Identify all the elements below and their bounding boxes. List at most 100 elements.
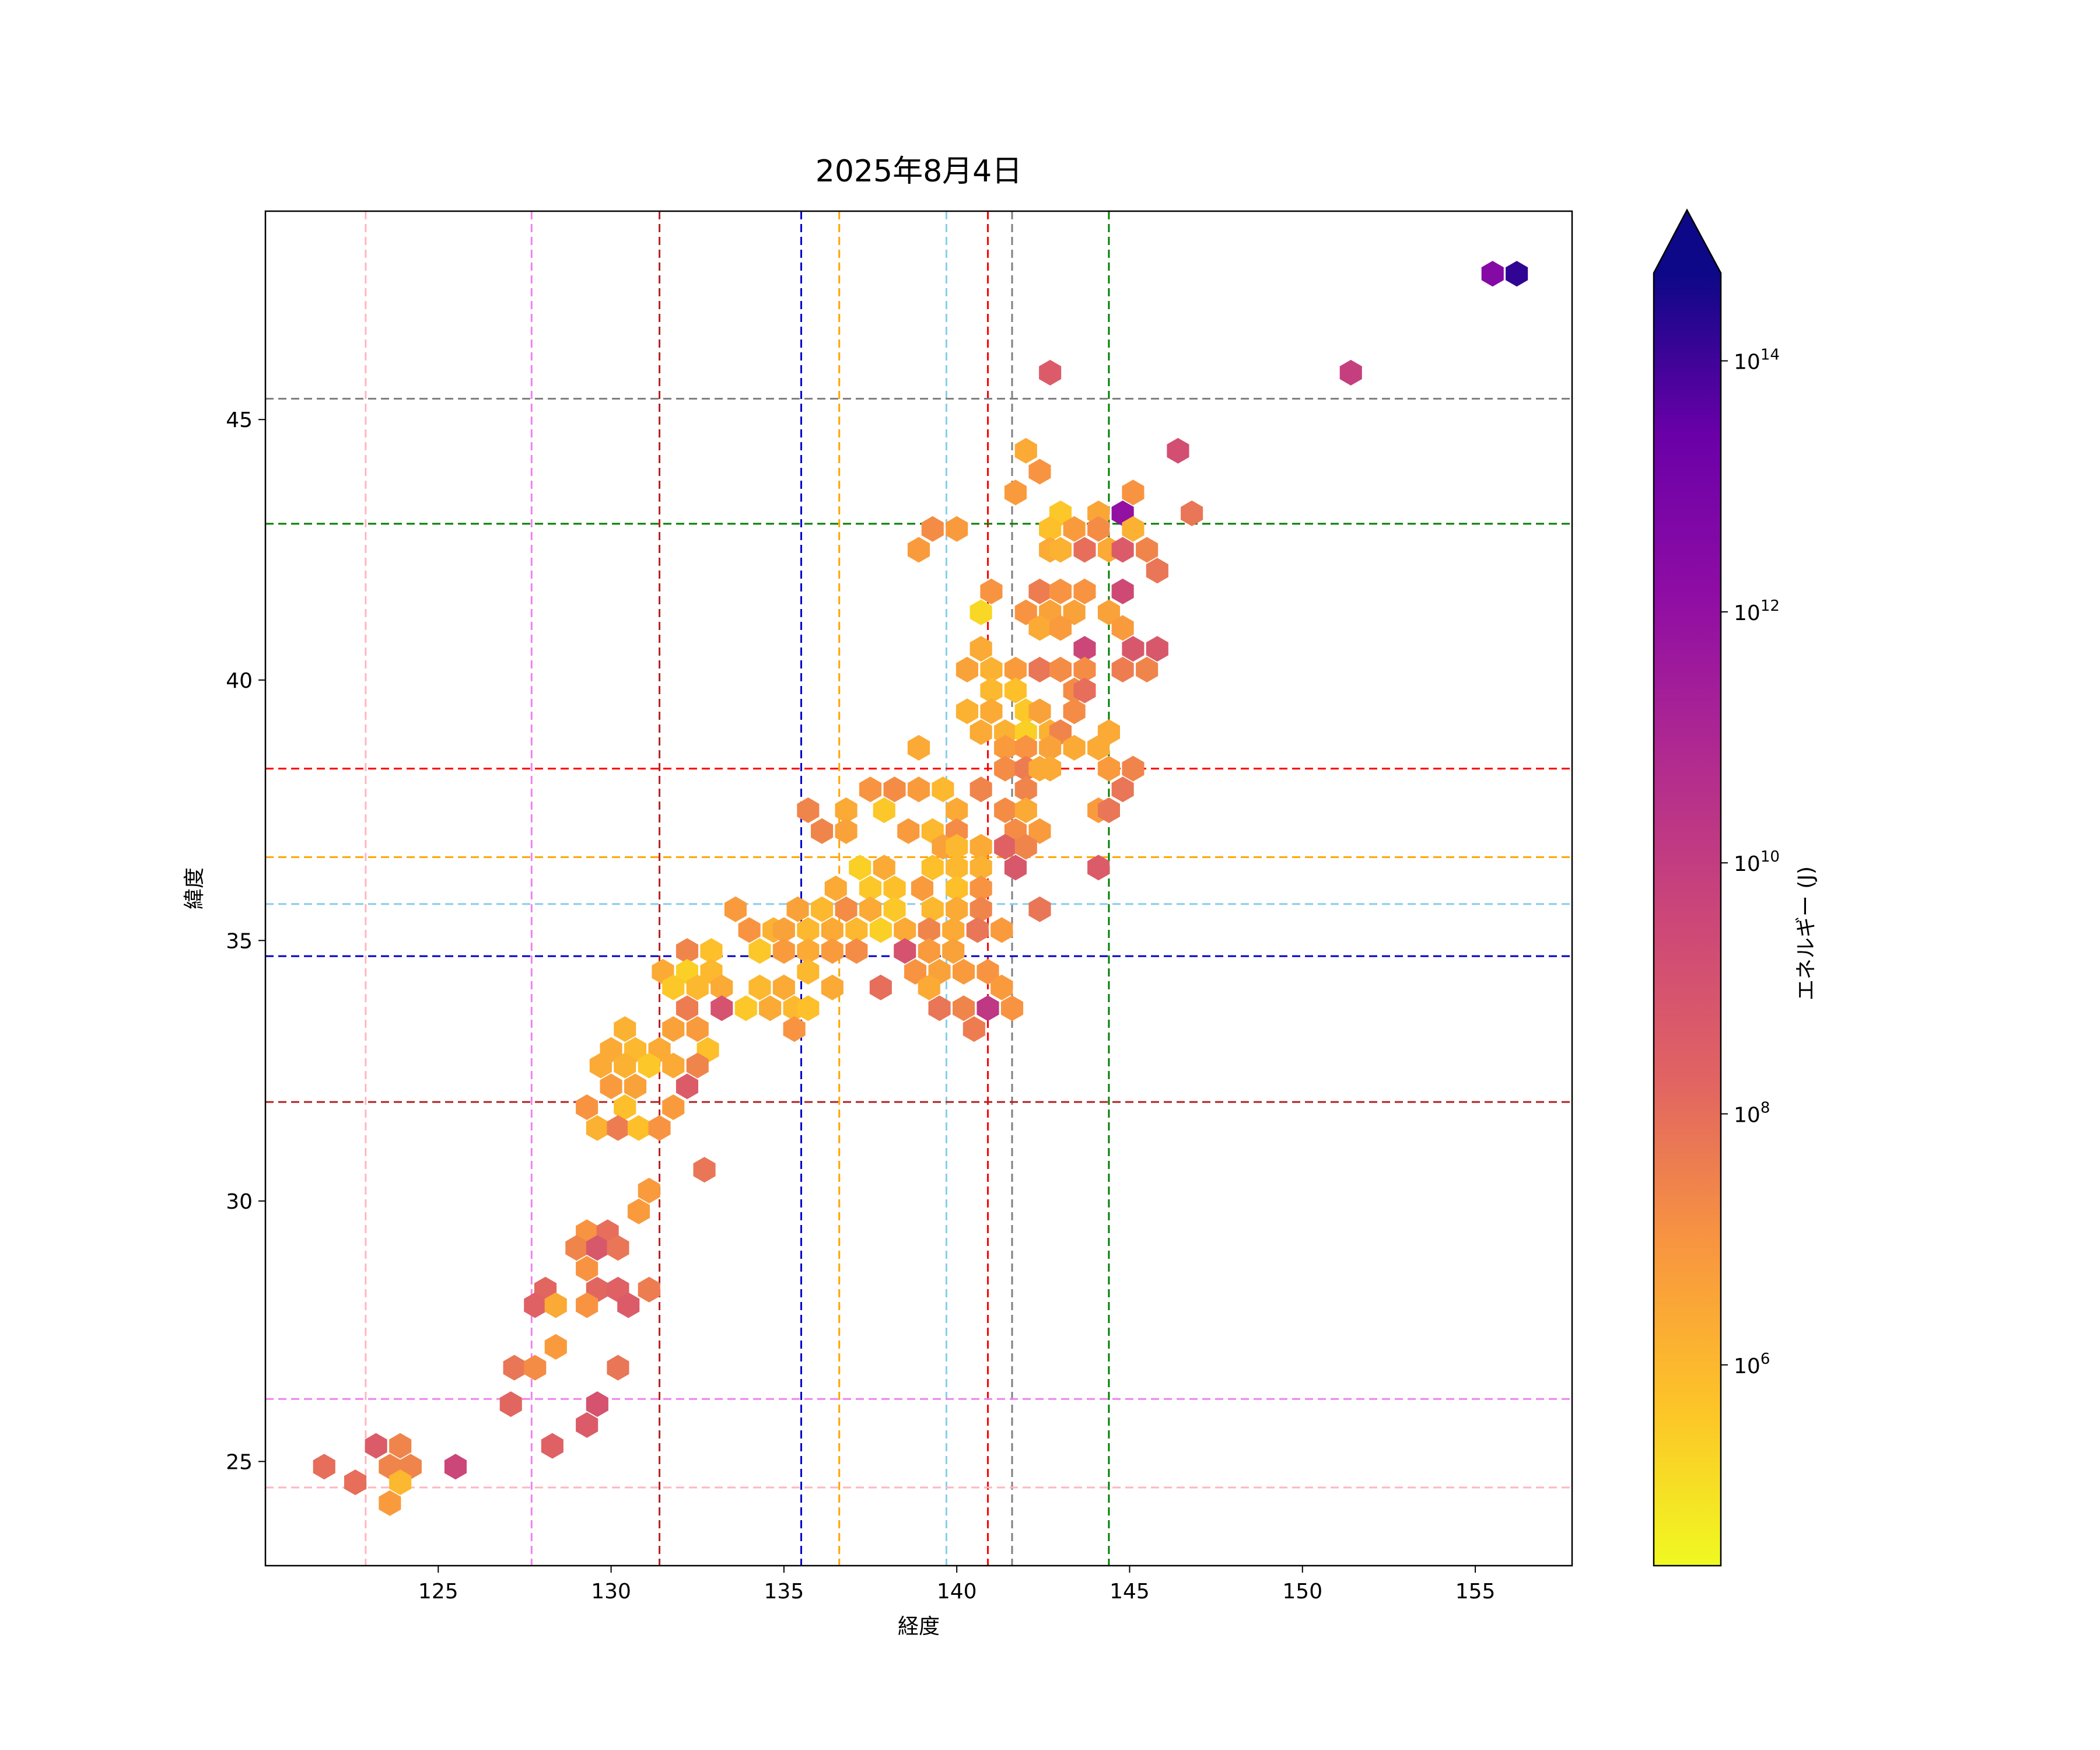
hex-cell <box>1004 677 1027 704</box>
hex-cell <box>1111 615 1134 641</box>
hex-cell <box>499 1391 522 1418</box>
hex-cell <box>524 1354 547 1381</box>
hex-cell <box>859 776 882 803</box>
hex-cell <box>1097 797 1120 823</box>
hex-cell <box>1004 656 1027 682</box>
hex-cell <box>1028 698 1051 724</box>
hex-cell <box>544 1334 567 1360</box>
hex-cell <box>1181 501 1203 526</box>
hex-cell <box>797 938 820 964</box>
hex-cell <box>797 995 820 1021</box>
hex-cell <box>662 974 685 1000</box>
hex-cell <box>894 938 916 964</box>
hex-cell <box>1339 359 1362 386</box>
hex-cell <box>738 917 761 943</box>
colorbar-tick-label: 1014 <box>1734 346 1780 374</box>
hex-cell <box>897 818 920 844</box>
hex-cell <box>932 776 954 803</box>
hex-cell <box>710 995 733 1021</box>
hex-cell <box>821 917 844 943</box>
hex-cell <box>824 876 847 901</box>
hex-cell <box>911 876 933 901</box>
y-tick-label: 40 <box>226 669 253 693</box>
hex-cell <box>648 1115 671 1141</box>
hex-cell <box>1122 755 1144 782</box>
hex-cell <box>1014 776 1037 803</box>
hex-cell <box>614 1016 636 1042</box>
x-tick-label: 125 <box>418 1580 459 1604</box>
hexbin-cells <box>313 261 1528 1516</box>
hex-cell <box>977 995 999 1021</box>
hex-cell <box>379 1490 401 1516</box>
hex-cell <box>1028 896 1051 922</box>
hex-cell <box>907 537 930 563</box>
hex-cell <box>748 974 771 1000</box>
hex-cell <box>970 855 992 881</box>
hex-cell <box>953 995 975 1021</box>
hex-cell <box>1063 599 1086 625</box>
hex-cell <box>797 797 820 823</box>
hex-cell <box>1111 776 1134 803</box>
hex-cell <box>946 797 968 823</box>
x-tick-label: 155 <box>1455 1580 1496 1604</box>
hex-cell <box>614 1052 636 1079</box>
hex-cell <box>662 1016 685 1042</box>
hex-cell <box>576 1412 598 1438</box>
hex-cell <box>589 1052 612 1079</box>
hex-cell <box>676 1073 698 1100</box>
colorbar-tick-label: 1010 <box>1734 848 1780 876</box>
hex-cell <box>797 958 820 985</box>
hex-cell <box>1014 438 1037 464</box>
hex-cell <box>1136 656 1158 682</box>
hex-cell <box>1146 636 1168 662</box>
hex-cell <box>1481 261 1504 287</box>
hex-cell <box>344 1469 367 1496</box>
hex-cell <box>797 917 820 943</box>
hex-cell <box>928 995 951 1021</box>
hex-cell <box>627 1115 650 1141</box>
hex-cell <box>811 818 834 844</box>
hex-cell <box>607 1354 629 1381</box>
hex-cell <box>1087 734 1110 761</box>
colorbar-tick-label: 108 <box>1734 1099 1770 1127</box>
hex-cell <box>1063 516 1086 542</box>
hex-cell <box>869 974 892 1000</box>
hex-cell <box>994 834 1017 860</box>
hex-cell <box>686 1016 709 1042</box>
hex-cell <box>942 917 965 943</box>
hex-cell <box>586 1115 608 1141</box>
hex-cell <box>1097 599 1120 625</box>
hex-cell <box>845 917 868 943</box>
hex-cell <box>918 917 940 943</box>
hex-cell <box>617 1292 640 1318</box>
hex-cell <box>970 636 992 662</box>
hex-cell <box>541 1433 564 1459</box>
hex-cell <box>365 1433 387 1459</box>
hex-cell <box>970 599 992 625</box>
hex-cell <box>1039 755 1062 782</box>
hex-cell <box>1146 558 1168 584</box>
hex-cell <box>821 974 844 1000</box>
hex-cell <box>1028 615 1051 641</box>
hex-cell <box>524 1292 547 1318</box>
reference-lines <box>265 211 1572 1566</box>
hex-cell <box>980 578 1003 604</box>
hex-cell <box>845 938 868 964</box>
hex-cell <box>921 855 944 881</box>
hex-cell <box>991 917 1013 943</box>
x-axis-label: 経度 <box>898 1615 940 1639</box>
x-tick-label: 135 <box>764 1580 804 1604</box>
hex-cell <box>883 896 906 922</box>
hex-cell <box>686 1052 709 1079</box>
hex-cell <box>907 776 930 803</box>
hex-cell <box>980 698 1003 724</box>
hex-cell <box>970 896 992 922</box>
x-tick-label: 150 <box>1282 1580 1322 1604</box>
hex-cell <box>544 1292 567 1318</box>
hex-cell <box>963 1016 985 1042</box>
hex-cell <box>503 1354 526 1381</box>
hex-cell <box>607 1115 629 1141</box>
hex-cell <box>700 938 723 964</box>
hex-cell <box>942 938 965 964</box>
